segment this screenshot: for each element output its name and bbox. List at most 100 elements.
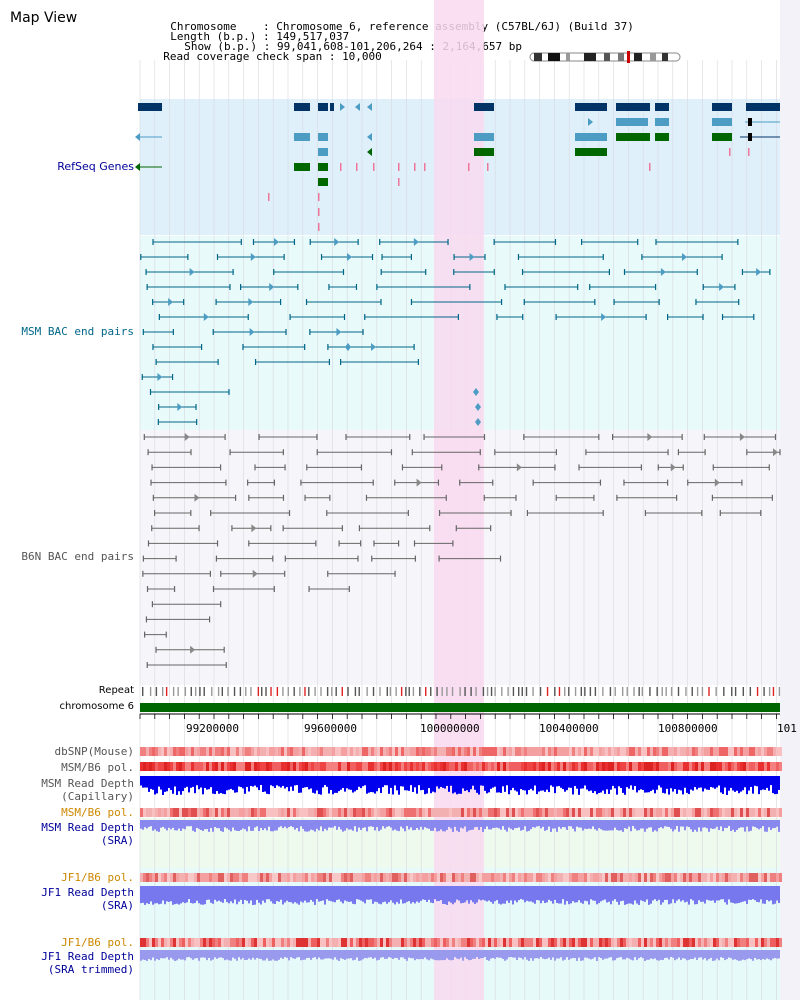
depth-bar (714, 886, 716, 903)
strand-arrow (248, 298, 254, 306)
heat-cell (446, 938, 449, 947)
heat-cell (554, 873, 557, 882)
depth-bar (590, 776, 592, 791)
depth-bar (738, 950, 740, 961)
heat-cell (755, 808, 758, 817)
heat-cell (749, 747, 752, 756)
heat-cell (323, 762, 326, 771)
depth-bar (330, 950, 332, 959)
track-label-jf1-b6-pol-1[interactable]: JF1/B6 pol. (61, 871, 134, 884)
depth-bar (460, 886, 462, 904)
depth-bar (538, 776, 540, 792)
heat-cell (629, 762, 632, 771)
depth-bar (680, 776, 682, 791)
depth-bar (606, 950, 608, 959)
track-label-msm-depth-sra[interactable]: MSM Read Depth (41, 821, 134, 834)
depth-bar (400, 886, 402, 900)
track-label-refseq[interactable]: RefSeq Genes (57, 160, 134, 173)
heat-cell (146, 747, 149, 756)
heat-cell (356, 873, 359, 882)
heat-cell (311, 762, 314, 771)
heat-cell (662, 808, 665, 817)
depth-bar (582, 776, 584, 789)
depth-bar (738, 776, 740, 794)
depth-bar (582, 820, 584, 831)
track-label-dbsnp[interactable]: dbSNP(Mouse) (54, 745, 134, 758)
track-label-msm-b6-pol-1[interactable]: MSM/B6 pol. (61, 761, 134, 774)
heat-cell (548, 747, 551, 756)
heat-cell (641, 938, 644, 947)
depth-bar (564, 886, 566, 905)
heat-cell (224, 938, 227, 947)
depth-bar (710, 776, 712, 788)
depth-bar (256, 886, 258, 900)
repeat-mark (142, 687, 144, 696)
heat-cell (473, 873, 476, 882)
depth-bar (284, 950, 286, 958)
depth-bar (670, 820, 672, 829)
depth-bar (456, 820, 458, 831)
track-label-msm-depth-cap[interactable]: MSM Read Depth (41, 777, 134, 790)
heat-cell (560, 747, 563, 756)
heat-cell (371, 747, 374, 756)
heat-cell (476, 873, 479, 882)
depth-bar (294, 886, 296, 903)
heat-cell (656, 873, 659, 882)
depth-bar (530, 820, 532, 830)
depth-bar (264, 776, 266, 792)
strand-arrow (168, 298, 174, 306)
depth-bar (426, 820, 428, 829)
depth-bar (180, 886, 182, 904)
depth-bar (536, 950, 538, 959)
heat-cell (353, 873, 356, 882)
heat-cell (365, 808, 368, 817)
depth-bar (464, 950, 466, 958)
heat-cell (647, 938, 650, 947)
depth-bar (268, 886, 270, 900)
heat-cell (731, 747, 734, 756)
depth-bar (476, 886, 478, 903)
track-label-jf1-depth-sra[interactable]: JF1 Read Depth (41, 886, 134, 899)
repeat-mark (441, 687, 443, 696)
heat-cell (212, 938, 215, 947)
depth-bar (170, 820, 172, 830)
depth-bar (674, 886, 676, 904)
heat-cell (656, 938, 659, 947)
heat-cell (590, 747, 593, 756)
heat-cell (638, 938, 641, 947)
depth-bar (424, 776, 426, 795)
depth-bar (292, 776, 294, 791)
depth-bar (476, 950, 478, 958)
heat-cell (671, 938, 674, 947)
heat-cell (317, 762, 320, 771)
heat-cell (173, 873, 176, 882)
heat-cell (572, 747, 575, 756)
depth-bar (322, 950, 324, 960)
depth-bar (298, 886, 300, 905)
heat-cell (497, 747, 500, 756)
heat-cell (395, 938, 398, 947)
track-label-msm-b6-pol-2[interactable]: MSM/B6 pol. (61, 806, 134, 819)
track-label-jf1-depth-trim[interactable]: JF1 Read Depth (41, 950, 134, 963)
heat-cell (635, 808, 638, 817)
track-label-jf1-b6-pol-2[interactable]: JF1/B6 pol. (61, 936, 134, 949)
track-label-b6n-bac[interactable]: B6N BAC end pairs (21, 550, 134, 563)
heat-cell (779, 747, 782, 756)
heat-cell (221, 808, 224, 817)
heat-cell (629, 938, 632, 947)
depth-bar (186, 950, 188, 958)
depth-bar (448, 776, 450, 792)
depth-bar (316, 776, 318, 791)
heat-cell (374, 808, 377, 817)
heat-cell (203, 808, 206, 817)
depth-bar (766, 820, 768, 832)
track-label-msm-bac[interactable]: MSM BAC end pairs (21, 325, 134, 338)
heat-cell (479, 747, 482, 756)
heat-cell (440, 808, 443, 817)
heat-cell (338, 938, 341, 947)
heat-cell (521, 873, 524, 882)
heat-cell (233, 747, 236, 756)
repeat-mark (203, 687, 205, 696)
heat-cell (737, 873, 740, 882)
